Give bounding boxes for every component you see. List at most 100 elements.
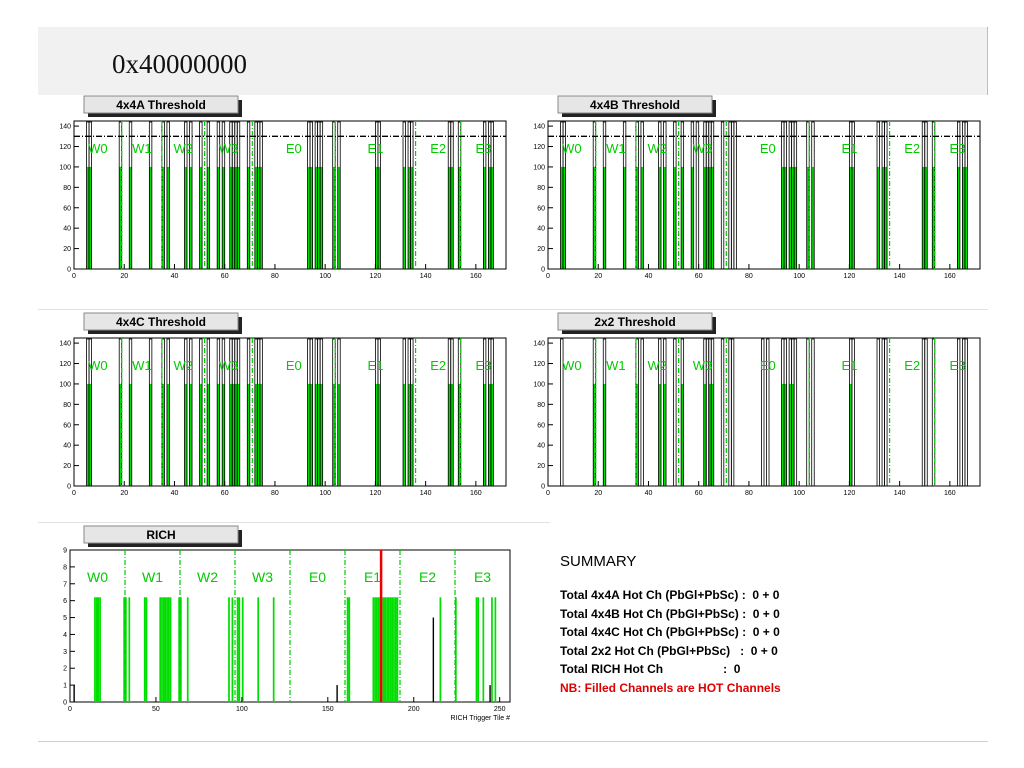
channel-count-bar — [489, 685, 491, 702]
hot-channel-bar — [86, 383, 90, 486]
y-tick-label: 140 — [533, 341, 545, 348]
hot-channel-bar — [257, 383, 260, 486]
hot-channel-bar — [257, 166, 260, 269]
y-tick-label: 7 — [63, 581, 67, 588]
hot-channel-bar — [320, 383, 323, 486]
hot-channel-bar — [97, 597, 100, 702]
y-tick-label: 100 — [533, 381, 545, 388]
channel-outline-bar — [710, 121, 715, 270]
hot-channel-bar — [663, 166, 667, 269]
channel-outline-bar — [663, 338, 667, 487]
hot-channel-bar — [217, 166, 220, 269]
hot-channel-bar — [681, 166, 684, 269]
channel-outline-bar — [236, 338, 241, 487]
hot-channel-bar — [254, 383, 258, 486]
x-tick-label: 40 — [645, 490, 653, 497]
sector-label: E3 — [475, 358, 491, 373]
hot-channel-bar — [89, 383, 92, 486]
x-tick-label: 160 — [470, 273, 482, 280]
hot-channel-bar — [563, 166, 566, 269]
sector-label: E1 — [364, 569, 381, 585]
hot-channel-bar — [791, 166, 795, 269]
channel-outline-bar — [622, 121, 627, 270]
y-tick-label: 5 — [63, 615, 67, 622]
x-tick-label: 0 — [72, 490, 76, 497]
channel-outline-bar — [166, 338, 170, 487]
channel-outline-bar — [128, 121, 133, 270]
channel-outline-bar — [402, 121, 406, 270]
hot-channel-bar — [231, 597, 234, 702]
channel-outline-bar — [88, 338, 92, 487]
x-tick-label: 60 — [221, 490, 229, 497]
hot-channel-bar — [932, 166, 935, 269]
sector-label: W0 — [562, 141, 582, 156]
sector-label: W2 — [174, 141, 194, 156]
x-tick-label: 140 — [420, 273, 432, 280]
hot-channel-bar — [337, 383, 341, 486]
plot-frame — [69, 549, 511, 703]
channel-outline-bar — [924, 121, 928, 270]
hot-channel-bar — [128, 597, 131, 702]
channel-outline-bar — [221, 121, 226, 270]
hot-channel-bar — [384, 597, 387, 702]
x-tick-label: 120 — [844, 273, 856, 280]
hot-channel-bar — [374, 597, 376, 702]
hot-channel-bar — [635, 383, 639, 486]
sector-label: E1 — [367, 358, 383, 373]
hot-channel-bar — [199, 166, 203, 269]
sector-label: W1 — [606, 141, 626, 156]
hot-channel-bar — [222, 383, 225, 486]
hot-channel-bar — [377, 166, 381, 269]
hot-channel-bar — [658, 383, 662, 486]
x-tick-label: 20 — [120, 273, 128, 280]
header-band: 0x40000000 — [38, 27, 988, 95]
channel-outline-bar — [216, 121, 221, 270]
y-tick-label: 0 — [67, 267, 71, 274]
sector-label: W2 — [648, 141, 668, 156]
channel-outline-bar — [482, 338, 487, 487]
hot-channel-bar — [391, 597, 394, 702]
channel-outline-bar — [673, 338, 677, 487]
y-tick-label: 80 — [537, 402, 545, 409]
x-tick-label: 20 — [594, 490, 602, 497]
hot-channel-bar — [389, 597, 392, 702]
sector-label: E2 — [904, 141, 920, 156]
hot-channel-bar — [784, 166, 787, 269]
hot-channel-bar — [149, 166, 152, 269]
hot-channel-bar — [332, 383, 336, 486]
channel-outline-bar — [450, 338, 454, 487]
x-tick-label: 100 — [319, 273, 331, 280]
channel-outline-bar — [964, 121, 968, 270]
channel-outline-bar — [730, 338, 735, 487]
hot-channel-bar — [623, 166, 626, 269]
channel-outline-bar — [410, 121, 414, 270]
hot-channel-bar — [408, 383, 411, 486]
sector-label: E1 — [841, 358, 857, 373]
y-tick-label: 0 — [541, 267, 545, 274]
sector-label: W1 — [142, 569, 163, 585]
channel-outline-bar — [184, 338, 188, 487]
hot-channel-bar — [259, 383, 263, 486]
hot-channel-bar — [207, 166, 210, 269]
hot-channel-bar — [483, 383, 486, 486]
channel-outline-bar — [236, 121, 241, 270]
sector-label: W3 — [252, 569, 273, 585]
hot-channel-bar — [189, 166, 193, 269]
hot-channel-bar — [410, 383, 414, 486]
hot-channel-bar — [849, 383, 852, 486]
sector-label: W0 — [88, 358, 108, 373]
channel-outline-bar — [766, 338, 770, 487]
channel-outline-bar — [259, 121, 263, 270]
channel-outline-bar — [602, 338, 607, 487]
hot-channel-bar — [228, 597, 230, 702]
sector-label: E3 — [949, 141, 965, 156]
hot-channel-bar — [439, 597, 442, 702]
y-tick-label: 0 — [63, 700, 67, 707]
hot-channel-bar — [232, 166, 235, 269]
y-tick-label: 120 — [59, 361, 71, 368]
sector-label: W3 — [219, 141, 239, 156]
hot-channel-bar — [410, 166, 414, 269]
hot-channel-bar — [189, 383, 193, 486]
hot-channel-bar — [455, 597, 457, 702]
x-tick-label: 120 — [370, 490, 382, 497]
